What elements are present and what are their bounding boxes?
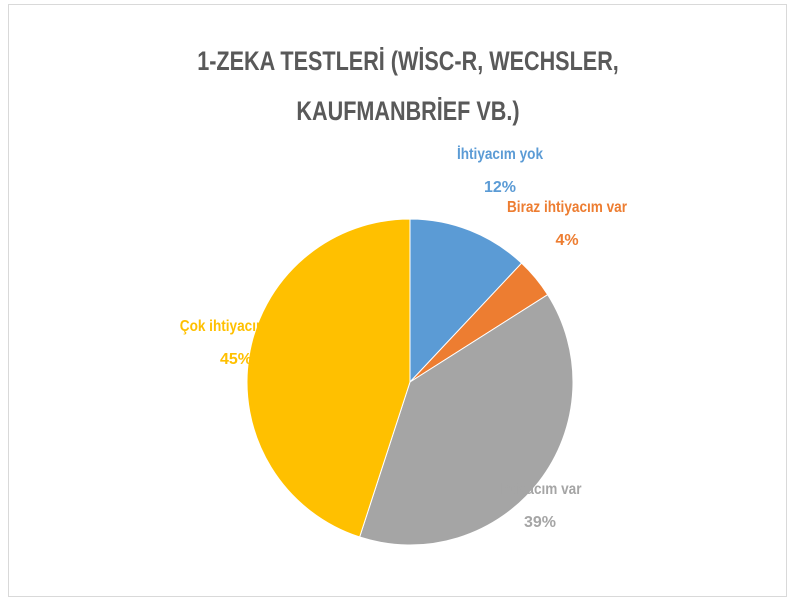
pie-slice: [409, 218, 523, 384]
chart-title: 1-ZEKA TESTLERİ (WİSC-R, WECHSLER, KAUFM…: [197, 46, 619, 126]
slice-value-label: 45%: [220, 351, 252, 368]
slice-label: İhtiyacım var: [498, 480, 581, 498]
slice-label: Biraz ihtiyacım var: [507, 199, 627, 216]
slice-label: Çok ihtiyacım var: [180, 318, 293, 335]
pie-slice: [358, 293, 574, 546]
slice-value-label: 4%: [555, 232, 578, 249]
slice-value-label: 12%: [484, 179, 516, 196]
slice-label: İhtiyacım yok: [457, 145, 544, 163]
chart-frame: [8, 4, 787, 597]
slice-value-label: 39%: [524, 514, 556, 531]
pie-slice: [246, 218, 411, 538]
